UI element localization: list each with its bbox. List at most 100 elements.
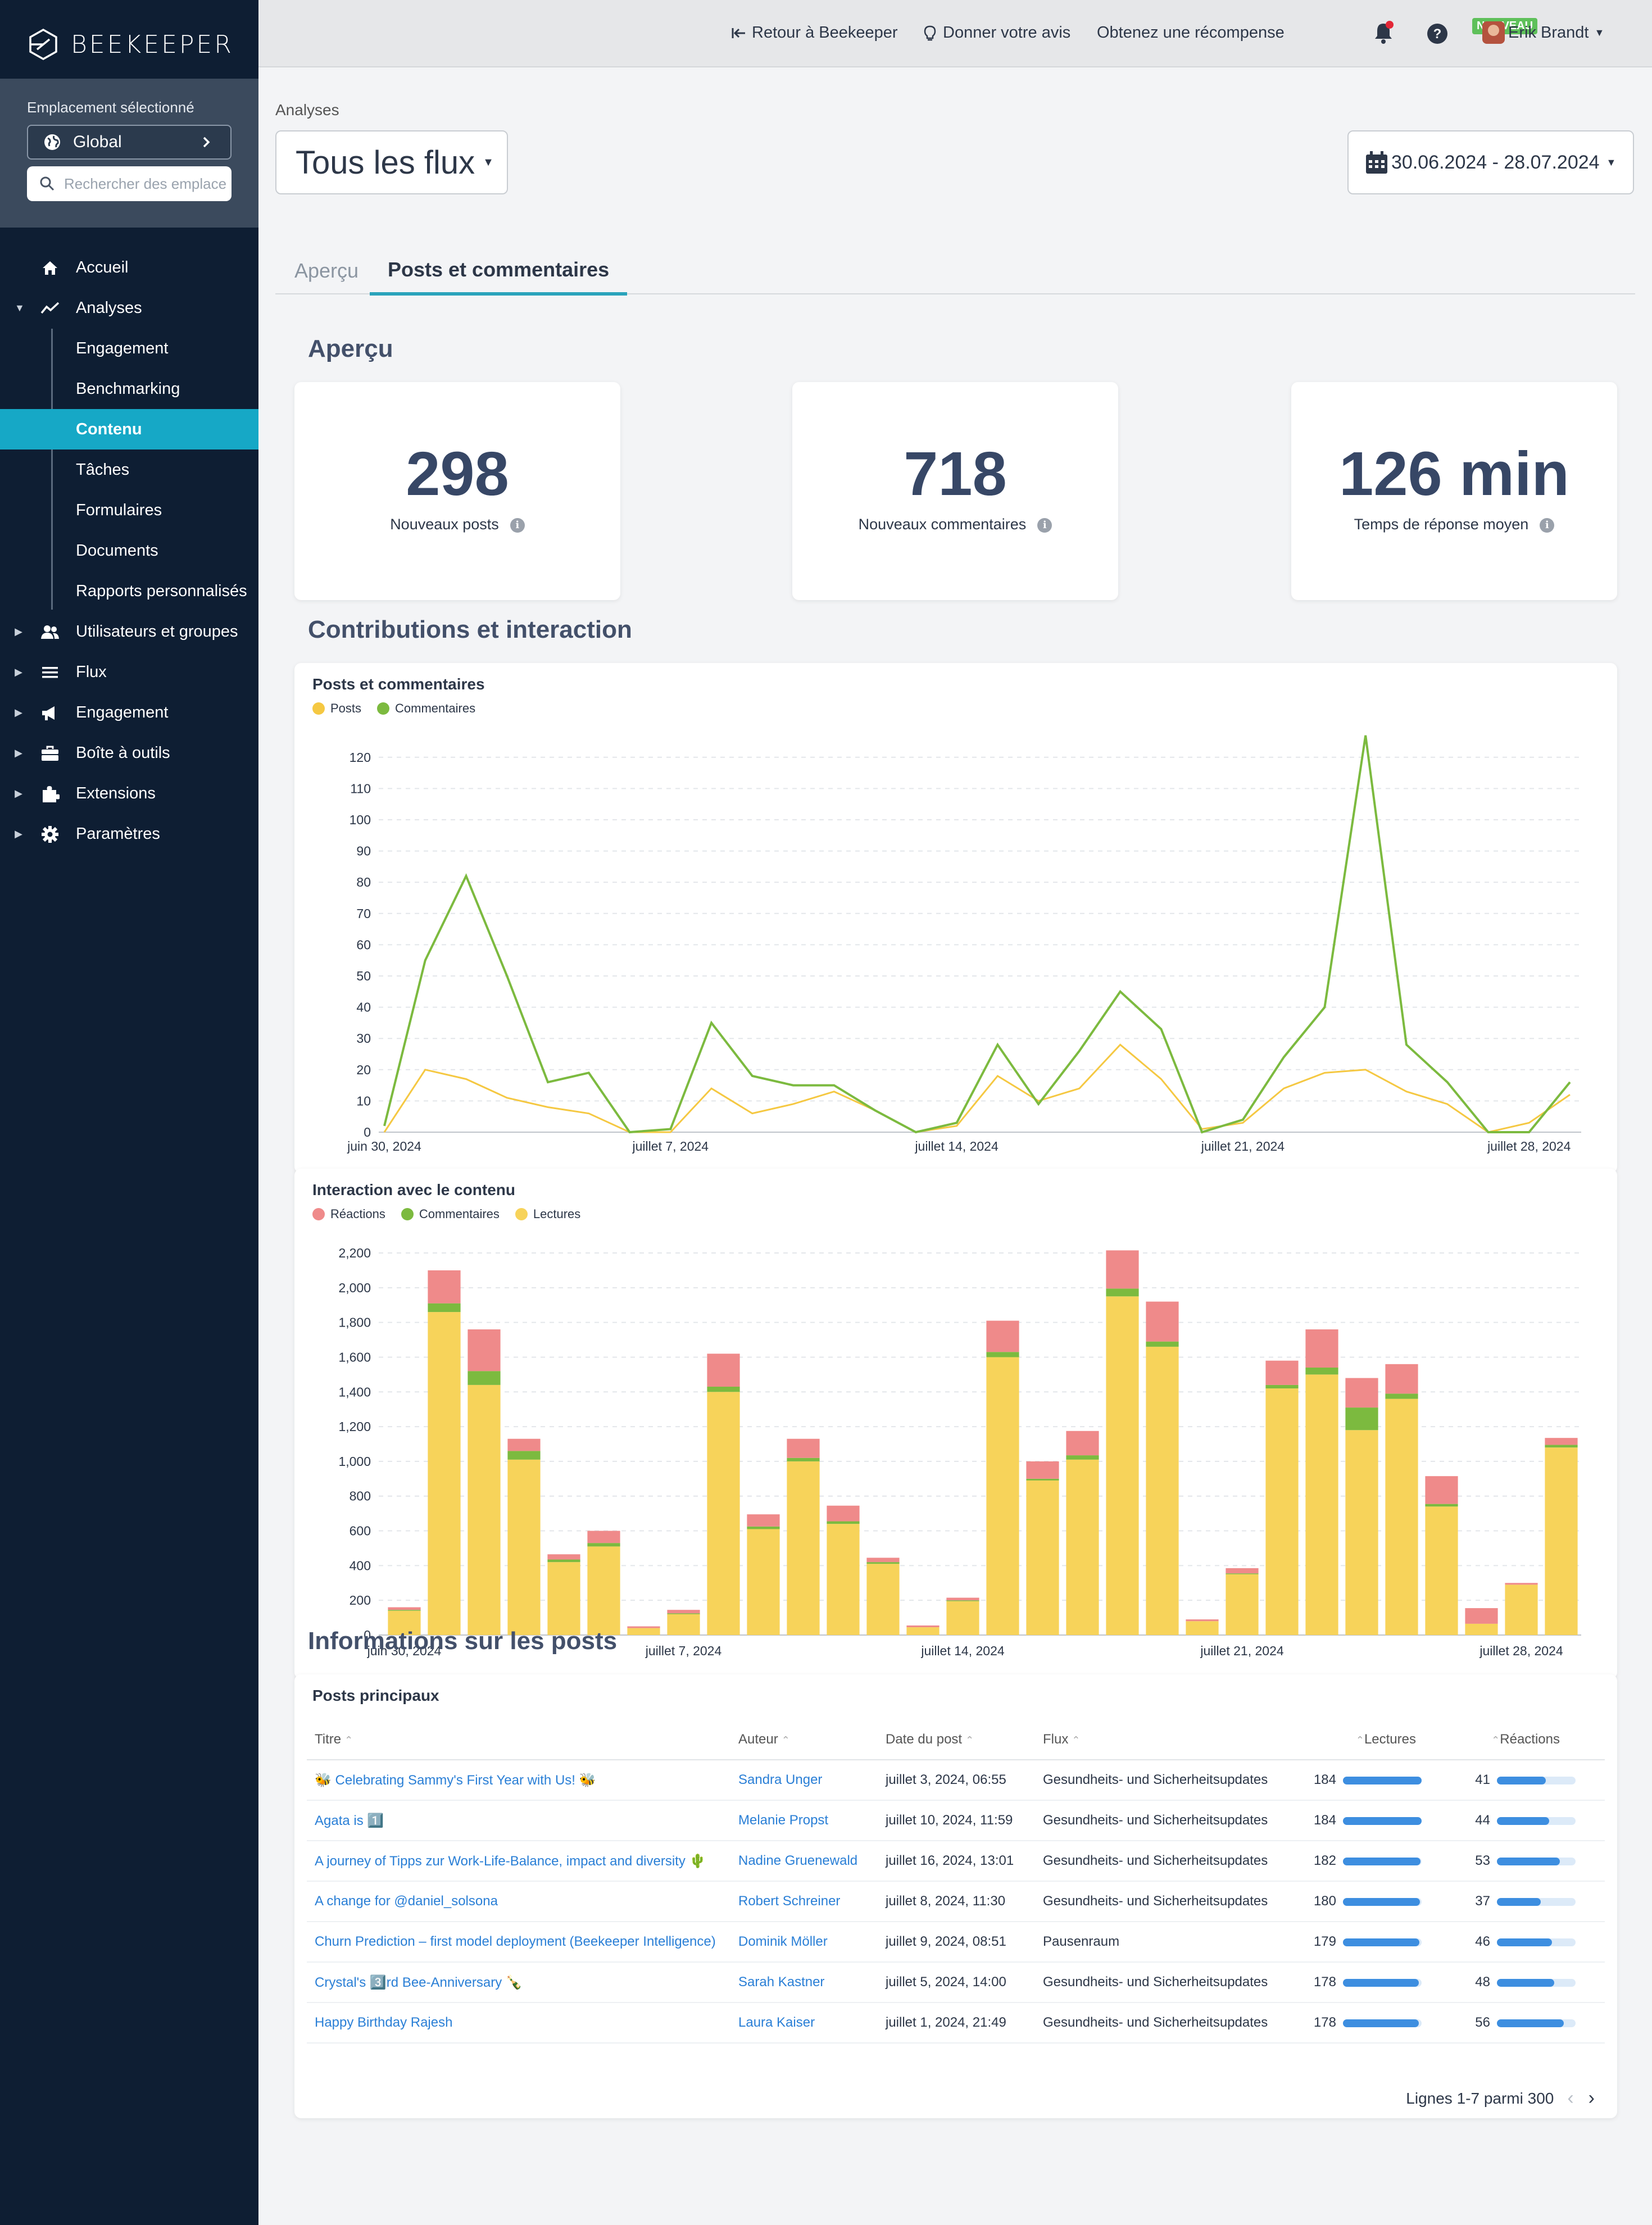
post-date: juillet 5, 2024, 14:00 <box>886 1962 1043 2003</box>
reads-bar <box>1343 1857 1422 1865</box>
reads-bar-fill <box>1343 2019 1419 2027</box>
help-button[interactable]: ? <box>1426 22 1449 45</box>
reactions-bar <box>1497 1817 1576 1825</box>
post-title-link[interactable]: Agata is 1️⃣ <box>307 1800 738 1841</box>
post-date: juillet 10, 2024, 11:59 <box>886 1800 1043 1841</box>
nav-sub-taches[interactable]: Tâches <box>0 449 258 490</box>
back-to-beekeeper-link[interactable]: Retour à Beekeeper <box>730 24 898 42</box>
post-title-link[interactable]: Churn Prediction – first model deploymen… <box>307 1922 738 1963</box>
lightbulb-icon <box>924 25 936 40</box>
bar-reads <box>1265 1388 1299 1635</box>
post-reads: 179 <box>1290 1922 1438 1963</box>
nav-item-flux[interactable]: ▶ Flux <box>0 652 258 692</box>
reads-bar-fill <box>1343 1897 1420 1906</box>
info-icon[interactable]: i <box>1037 517 1052 533</box>
nav-item-extensions[interactable]: ▶ Extensions <box>0 773 258 814</box>
reads-bar <box>1343 1897 1422 1906</box>
beekeeper-logo[interactable]: BEEKEEPER <box>27 28 234 61</box>
post-author-link[interactable]: Robert Schreiner <box>738 1881 886 1922</box>
y-tick-label: 50 <box>356 969 371 983</box>
post-author-link[interactable]: Sarah Kastner <box>738 1962 886 2003</box>
bar-reactions <box>787 1438 820 1458</box>
nav-sub-rapports[interactable]: Rapports personnalisés <box>0 571 258 611</box>
caret-right-icon: ▶ <box>15 747 22 759</box>
nav-item-accueil[interactable]: Accueil <box>0 247 258 288</box>
post-author-link[interactable]: Dominik Möller <box>738 1922 886 1963</box>
nav-item-boite-a-outils[interactable]: ▶ Boîte à outils <box>0 733 258 773</box>
y-tick-label: 1,600 <box>338 1350 371 1364</box>
table-row[interactable]: 🐝 Celebrating Sammy's First Year with Us… <box>307 1760 1605 1801</box>
bar-reactions <box>388 1607 421 1610</box>
flux-selector[interactable]: Tous les flux ▼ <box>275 130 508 194</box>
post-title-link[interactable]: A journey of Tipps zur Work-Life-Balance… <box>307 1841 738 1882</box>
legend-item-reactions[interactable]: Réactions <box>312 1207 385 1222</box>
post-title-link[interactable]: Happy Birthday Rajesh <box>307 2002 738 2044</box>
tab-posts-commentaires[interactable]: Posts et commentaires <box>370 247 628 296</box>
user-menu[interactable]: Erik Brandt ▼ <box>1482 21 1604 44</box>
bar-reactions <box>547 1554 580 1560</box>
posts-info-title: Informations sur les posts <box>308 1627 618 1655</box>
nav-item-utilisateurs[interactable]: ▶ Utilisateurs et groupes <box>0 611 258 652</box>
prev-page-icon[interactable]: ‹ <box>1567 2087 1574 2109</box>
post-title-link[interactable]: Crystal's 3️⃣rd Bee-Anniversary 🍾 <box>307 1962 738 2003</box>
kpi-value: 298 <box>406 439 509 508</box>
col-header-flux[interactable]: Flux ⌃ <box>1043 1719 1290 1760</box>
nav-sub-label: Contenu <box>76 420 142 438</box>
table-row[interactable]: Agata is 1️⃣ Melanie Propst juillet 10, 20… <box>307 1800 1605 1841</box>
table-row[interactable]: A change for @daniel_solsona Robert Schre… <box>307 1881 1605 1922</box>
tab-apercu[interactable]: Aperçu <box>294 259 359 282</box>
nav-sub-engagement[interactable]: Engagement <box>0 328 258 369</box>
location-search[interactable] <box>27 166 232 201</box>
nav-item-parametres[interactable]: ▶ Paramètres <box>0 814 258 854</box>
reads-value: 184 <box>1313 1772 1336 1787</box>
nav-sub-contenu[interactable]: Contenu <box>0 409 258 449</box>
top-posts-table: Titre ⌃ Auteur ⌃ Date du post ⌃ Flux ⌃ ⌃Lect… <box>307 1719 1605 2044</box>
nav-item-engagement[interactable]: ▶ Engagement <box>0 692 258 733</box>
chart-title: Interaction avec le contenu <box>312 1181 515 1198</box>
col-header-lectures[interactable]: ⌃Lectures <box>1290 1719 1438 1760</box>
feedback-link[interactable]: Donner votre avis <box>923 24 1070 42</box>
reactions-value: 56 <box>1475 2015 1490 2030</box>
series-line-comments <box>383 735 1571 1134</box>
legend-item-posts[interactable]: Posts <box>312 701 361 716</box>
table-row[interactable]: Churn Prediction – first model deploymen… <box>307 1922 1605 1963</box>
legend-item-reads[interactable]: Lectures <box>515 1207 580 1222</box>
next-page-icon[interactable]: › <box>1588 2087 1595 2109</box>
bar-comments <box>1385 1393 1418 1399</box>
col-header-titre[interactable]: Titre ⌃ <box>307 1719 738 1760</box>
post-author-link[interactable]: Sandra Unger <box>738 1760 886 1801</box>
kpi-new-posts: 298 Nouveaux posts i <box>294 382 620 600</box>
notifications-button[interactable] <box>1372 20 1395 45</box>
nav-label: Analyses <box>76 298 142 317</box>
post-title-link[interactable]: 🐝 Celebrating Sammy's First Year with Us… <box>307 1760 738 1801</box>
x-tick-label: juillet 28, 2024 <box>1479 1643 1563 1658</box>
col-header-date[interactable]: Date du post ⌃ <box>886 1719 1043 1760</box>
bar-reactions <box>986 1320 1019 1352</box>
location-search-input[interactable] <box>64 175 227 193</box>
date-range-picker[interactable]: 30.06.2024 - 28.07.2024 ▼ <box>1347 130 1634 194</box>
nav-sub-formulaires[interactable]: Formulaires <box>0 490 258 530</box>
nav-item-analyses[interactable]: ▼ Analyses <box>0 288 258 328</box>
post-author-link[interactable]: Laura Kaiser <box>738 2002 886 2044</box>
sort-icon: ⌃ <box>781 1734 790 1746</box>
bar-reads <box>906 1627 940 1635</box>
legend-item-comments[interactable]: Commentaires <box>377 701 475 716</box>
info-icon[interactable]: i <box>510 517 525 533</box>
post-author-link[interactable]: Nadine Gruenewald <box>738 1841 886 1882</box>
reward-link[interactable]: Obtenez une récompense NOUVEAU <box>1097 18 1538 42</box>
table-row[interactable]: A journey of Tipps zur Work-Life-Balance… <box>307 1841 1605 1882</box>
info-icon[interactable]: i <box>1540 517 1555 533</box>
post-title-link[interactable]: A change for @daniel_solsona <box>307 1881 738 1922</box>
table-row[interactable]: Happy Birthday Rajesh Laura Kaiser juillet… <box>307 2002 1605 2044</box>
post-author-link[interactable]: Melanie Propst <box>738 1800 886 1841</box>
bar-comments <box>1106 1288 1139 1297</box>
location-selector[interactable]: Global <box>27 125 232 160</box>
nav-sub-benchmarking[interactable]: Benchmarking <box>0 369 258 409</box>
reads-value: 178 <box>1313 2015 1336 2030</box>
col-header-auteur[interactable]: Auteur ⌃ <box>738 1719 886 1760</box>
col-header-reactions[interactable]: ⌃Réactions <box>1438 1719 1605 1760</box>
legend-item-comments[interactable]: Commentaires <box>401 1207 500 1222</box>
caret-right-icon: ▶ <box>15 828 22 839</box>
table-row[interactable]: Crystal's 3️⃣rd Bee-Anniversary 🍾 Sarah K… <box>307 1962 1605 2003</box>
nav-sub-documents[interactable]: Documents <box>0 530 258 571</box>
